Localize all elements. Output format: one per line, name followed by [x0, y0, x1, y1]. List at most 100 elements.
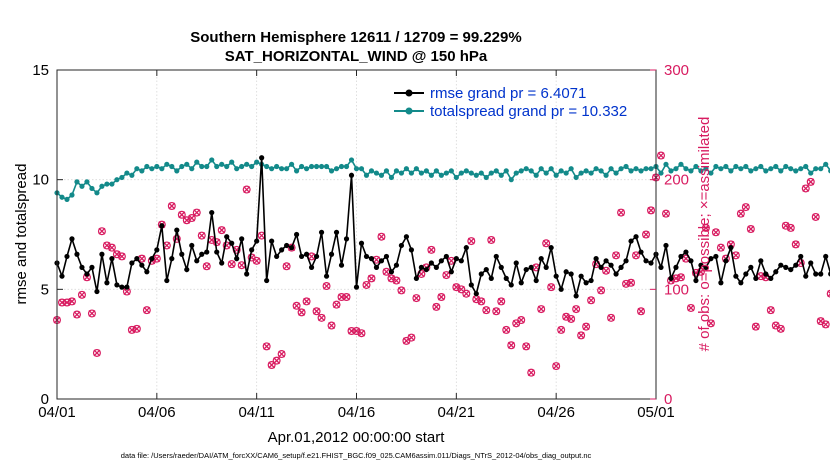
obs-point — [252, 256, 261, 265]
spread-point — [643, 166, 649, 172]
obs-possible-marker — [67, 297, 76, 306]
rmse-point — [693, 277, 699, 284]
x-tick-label: 04/16 — [338, 404, 376, 421]
obs-point — [821, 320, 830, 329]
spread-point — [184, 161, 190, 167]
spread-point — [818, 166, 824, 172]
spread-point — [583, 168, 589, 174]
rmse-point — [563, 269, 569, 275]
obs-assimilated-marker — [313, 307, 321, 315]
rmse-point — [368, 256, 375, 262]
obs-possible-marker — [367, 274, 376, 283]
rmse-point — [698, 262, 704, 268]
rmse-point — [518, 280, 524, 286]
rmse-point — [69, 236, 75, 242]
obs-possible-marker — [442, 271, 451, 280]
spread-point — [318, 163, 325, 170]
obs-point — [197, 231, 206, 240]
rmse-point — [588, 277, 594, 284]
rmse-point — [199, 251, 205, 257]
spread-point — [353, 166, 360, 172]
obs-point — [497, 297, 506, 306]
obs-point — [522, 342, 531, 351]
spread-point — [264, 163, 270, 170]
spread-point — [378, 172, 385, 178]
spread-point — [119, 174, 125, 181]
obs-possible-marker — [766, 306, 775, 315]
obs-assimilated-marker — [133, 325, 141, 333]
obs-point — [632, 251, 641, 260]
rmse-point — [144, 269, 150, 275]
obs-assimilated-marker — [308, 252, 316, 260]
rmse-point — [638, 249, 644, 255]
obs-point — [107, 243, 116, 252]
obs-assimilated-marker — [218, 226, 226, 234]
obs-point — [397, 286, 406, 295]
rmse-point — [279, 247, 285, 253]
rmse-point — [453, 256, 459, 262]
x-tick-label: 04/26 — [537, 404, 575, 421]
obs-point — [437, 293, 446, 302]
obs-possible-marker — [297, 308, 306, 317]
obs-possible-marker — [791, 240, 800, 249]
rmse-point — [159, 223, 165, 229]
obs-possible-marker — [801, 184, 810, 193]
obs-possible-marker — [292, 301, 301, 310]
spread-point — [269, 166, 275, 172]
obs-assimilated-marker — [238, 261, 246, 269]
rmse-point — [224, 234, 230, 240]
obs-possible-marker — [227, 260, 236, 269]
obs-possible-marker — [597, 286, 606, 295]
spread-point — [618, 166, 624, 172]
obs-point — [467, 237, 476, 246]
rmse-point — [378, 258, 385, 264]
obs-point — [72, 310, 81, 319]
obs-assimilated-marker — [807, 178, 815, 186]
spread-point — [423, 168, 429, 174]
obs-assimilated-marker — [737, 210, 745, 218]
rmse-point — [104, 280, 110, 286]
rmse-point — [413, 275, 419, 281]
spread-point — [498, 172, 504, 178]
obs-point — [731, 251, 740, 260]
obs-point — [736, 209, 745, 218]
obs-assimilated-marker — [557, 326, 565, 334]
obs-point — [317, 313, 326, 322]
rmse-point — [373, 264, 380, 270]
rmse-point — [323, 273, 330, 279]
spread-point — [159, 166, 165, 172]
obs-possible-marker — [642, 230, 651, 239]
legend-spread-marker — [405, 107, 413, 115]
y-axis-right-label: # of obs: o=possible; ×=assimilated — [696, 117, 713, 352]
obs-possible-marker — [277, 350, 286, 359]
rmse-point — [568, 271, 574, 277]
obs-point — [527, 368, 536, 377]
obs-possible-marker — [696, 267, 705, 276]
spread-point — [763, 168, 769, 174]
rmse-point — [393, 262, 400, 268]
obs-possible-marker — [826, 289, 830, 298]
rmse-point — [708, 256, 714, 262]
rmse-point — [763, 271, 769, 277]
obs-possible-marker — [527, 368, 536, 377]
obs-point — [302, 297, 311, 306]
rmse-point — [498, 264, 504, 270]
obs-point — [272, 356, 281, 365]
obs-point — [87, 309, 96, 318]
obs-point — [627, 278, 636, 287]
obs-assimilated-marker — [263, 342, 271, 350]
obs-point — [741, 203, 750, 212]
rmse-point — [713, 253, 719, 260]
obs-assimilated-marker — [143, 306, 151, 314]
obs-assimilated-marker — [442, 271, 450, 279]
obs-possible-marker — [517, 316, 526, 325]
rmse-point — [124, 284, 130, 290]
obs-assimilated-marker — [617, 209, 625, 217]
obs-assimilated-marker — [258, 232, 266, 240]
obs-possible-marker — [637, 307, 646, 316]
obs-point — [587, 296, 596, 305]
rmse-point — [303, 251, 310, 257]
obs-assimilated-marker — [712, 228, 720, 236]
obs-assimilated-marker — [487, 236, 495, 244]
